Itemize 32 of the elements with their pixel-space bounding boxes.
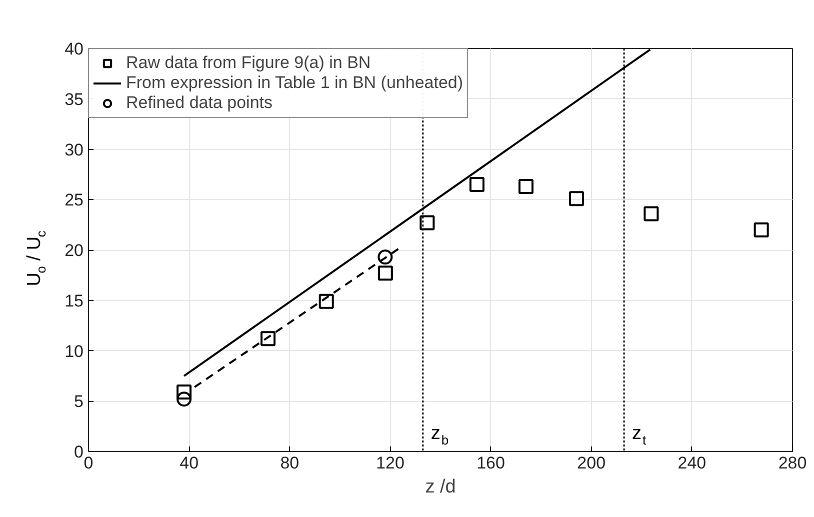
point <box>644 206 659 222</box>
y-tick-label: 25 <box>64 190 84 210</box>
legend-label: Refined data points <box>126 93 272 113</box>
x-tick-label: 200 <box>577 454 606 472</box>
point <box>378 250 393 265</box>
y-tick-label: 40 <box>64 40 84 58</box>
point <box>754 222 769 238</box>
y-tick-label: 30 <box>64 140 84 160</box>
x-tick-label: 280 <box>778 454 807 472</box>
y-tick-label: 20 <box>64 241 84 260</box>
point <box>420 215 435 230</box>
x-axis-title: z /d <box>425 476 456 498</box>
legend-label: From expression in Table 1 in BN (unheated) <box>126 73 464 93</box>
x-tick-label: 160 <box>476 454 505 472</box>
x-tick-label: 40 <box>180 454 199 472</box>
x-tick-label: 120 <box>376 454 404 472</box>
point <box>518 179 534 194</box>
point <box>569 191 584 206</box>
legend-label: Raw data from Figure 9(a) in BN <box>126 53 371 73</box>
y-tick-label: 35 <box>64 90 84 109</box>
x-tick-label: 240 <box>678 454 706 472</box>
point <box>469 177 484 192</box>
point <box>260 331 276 346</box>
point <box>378 266 393 281</box>
x-tick-label: 80 <box>280 454 300 472</box>
point <box>318 294 334 309</box>
y-tick-label: 15 <box>64 291 84 310</box>
y-axis-title: Uo / Uc <box>24 230 49 286</box>
point <box>176 384 192 400</box>
y-tick-label: 10 <box>64 342 84 361</box>
y-tick-label: 5 <box>74 392 84 412</box>
point <box>176 392 192 407</box>
